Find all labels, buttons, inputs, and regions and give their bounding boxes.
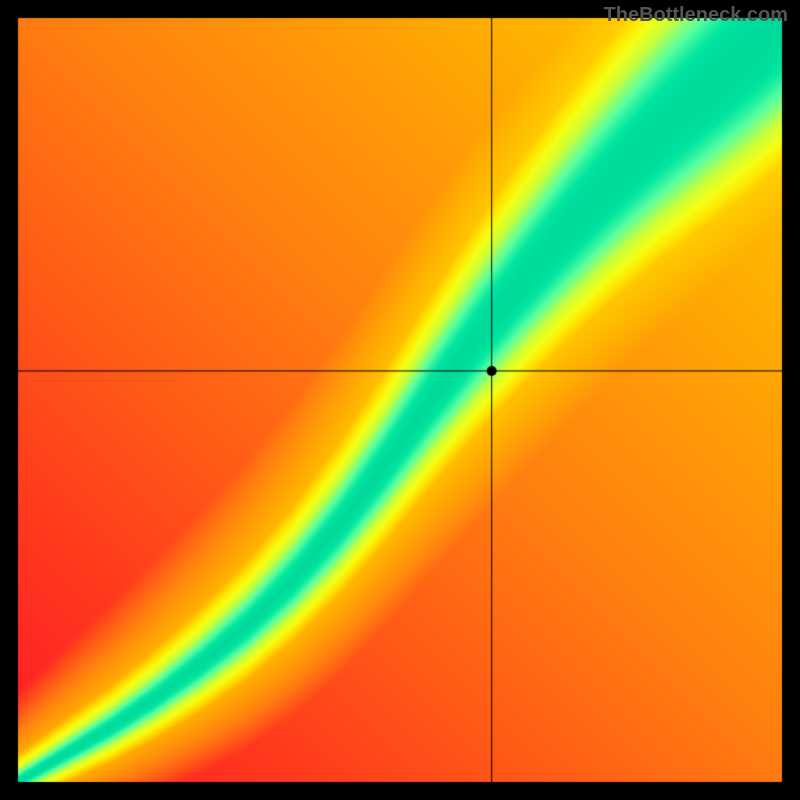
chart-container: TheBottleneck.com — [0, 0, 800, 800]
heatmap-canvas — [0, 0, 800, 800]
attribution-label: TheBottleneck.com — [604, 4, 788, 27]
